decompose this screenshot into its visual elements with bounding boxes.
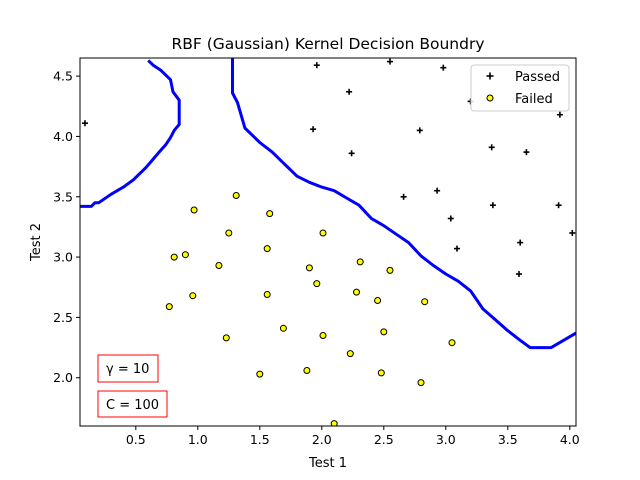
x-axis: 0.5 1.0 1.5 2.0 2.5 3.0 3.5 4.0: [126, 426, 580, 447]
legend-passed-marker-icon: [486, 72, 494, 80]
failed-point: [256, 370, 264, 378]
passed-point: [313, 62, 320, 69]
passed-point: [516, 271, 522, 277]
decision-boundary-1: [231, 58, 576, 350]
x-tick-label: 2.0: [312, 432, 332, 447]
passed-point: [82, 120, 88, 127]
c-annotation: C = 100: [97, 390, 168, 418]
failed-point: [374, 297, 382, 304]
passed-point: [310, 126, 317, 133]
legend-passed-label: Passed: [515, 70, 560, 85]
failed-point: [189, 292, 197, 300]
failed-point: [319, 332, 327, 339]
legend-frame: [470, 64, 570, 112]
x-tick-label: 1.5: [250, 432, 270, 447]
passed-point: [489, 202, 496, 209]
passed-point: [569, 230, 576, 236]
y-axis-label: Test 2: [29, 223, 44, 262]
legend-failed-marker-icon: [486, 94, 494, 102]
passed-point: [447, 215, 454, 222]
x-tick-label: 3.0: [436, 432, 456, 447]
x-tick-label: 3.5: [498, 432, 518, 447]
passed-point: [523, 149, 530, 156]
x-tick-label: 4.0: [560, 432, 580, 447]
passed-point: [346, 88, 353, 95]
failed-point: [165, 303, 173, 311]
failed-point: [263, 245, 271, 253]
failed-point: [222, 334, 230, 342]
failed-point: [303, 367, 311, 374]
gamma-annotation-text: γ = 10: [106, 362, 149, 377]
failed-point: [266, 210, 274, 218]
failed-point: [305, 264, 313, 272]
failed-point: [380, 328, 388, 336]
failed-point: [190, 206, 198, 214]
passed-point: [348, 150, 355, 157]
failed-point: [386, 266, 394, 274]
failed-point: [181, 251, 189, 259]
failed-point: [448, 339, 456, 347]
failed-point: [377, 369, 385, 377]
passed-point: [555, 202, 562, 209]
failed-point: [330, 420, 338, 426]
passed-point: [556, 111, 563, 118]
passed-point: [454, 245, 460, 252]
passed-point: [488, 144, 495, 151]
y-tick-label: 3.5: [53, 189, 73, 204]
plot-frame: [79, 57, 577, 427]
failed-point: [356, 258, 364, 266]
x-tick-label: 1.0: [188, 432, 208, 447]
x-tick-label: 2.5: [374, 432, 394, 447]
failed-point: [346, 350, 354, 358]
y-tick-label: 4.5: [53, 69, 73, 84]
passed-point: [387, 58, 393, 65]
passed-point: [434, 187, 441, 194]
failed-point: [353, 288, 360, 296]
y-tick-label: 4.0: [53, 129, 73, 144]
y-tick-label: 3.0: [53, 250, 73, 265]
x-axis-label: Test 1: [308, 456, 347, 471]
gamma-annotation-box: [97, 354, 159, 383]
failed-point: [232, 192, 240, 199]
y-tick-label: 2.0: [53, 370, 73, 385]
passed-point: [517, 239, 524, 246]
passed-point: [416, 127, 423, 134]
failed-point: [319, 229, 327, 237]
failed-point: [263, 291, 271, 298]
failed-point: [170, 253, 178, 261]
c-annotation-text: C = 100: [106, 398, 159, 413]
decision-boundary-0: [80, 59, 181, 208]
c-annotation-box: [97, 390, 168, 418]
x-tick-label: 0.5: [126, 432, 146, 447]
failed-point: [279, 324, 287, 332]
chart-title: RBF (Gaussian) Kernel Decision Boundry: [171, 35, 484, 53]
gamma-annotation: γ = 10: [97, 354, 159, 383]
failed-point: [417, 379, 425, 387]
y-tick-label: 2.5: [53, 310, 73, 325]
passed-point: [400, 193, 407, 200]
legend: Passed Failed: [470, 64, 570, 112]
passed-point: [440, 64, 447, 71]
failed-point: [225, 229, 233, 237]
failed-point: [313, 280, 321, 288]
y-axis: 2.0 2.5 3.0 3.5 4.0 4.5: [53, 69, 80, 385]
failed-point: [215, 262, 223, 269]
failed-point: [421, 298, 429, 306]
legend-failed-label: Failed: [515, 92, 553, 107]
